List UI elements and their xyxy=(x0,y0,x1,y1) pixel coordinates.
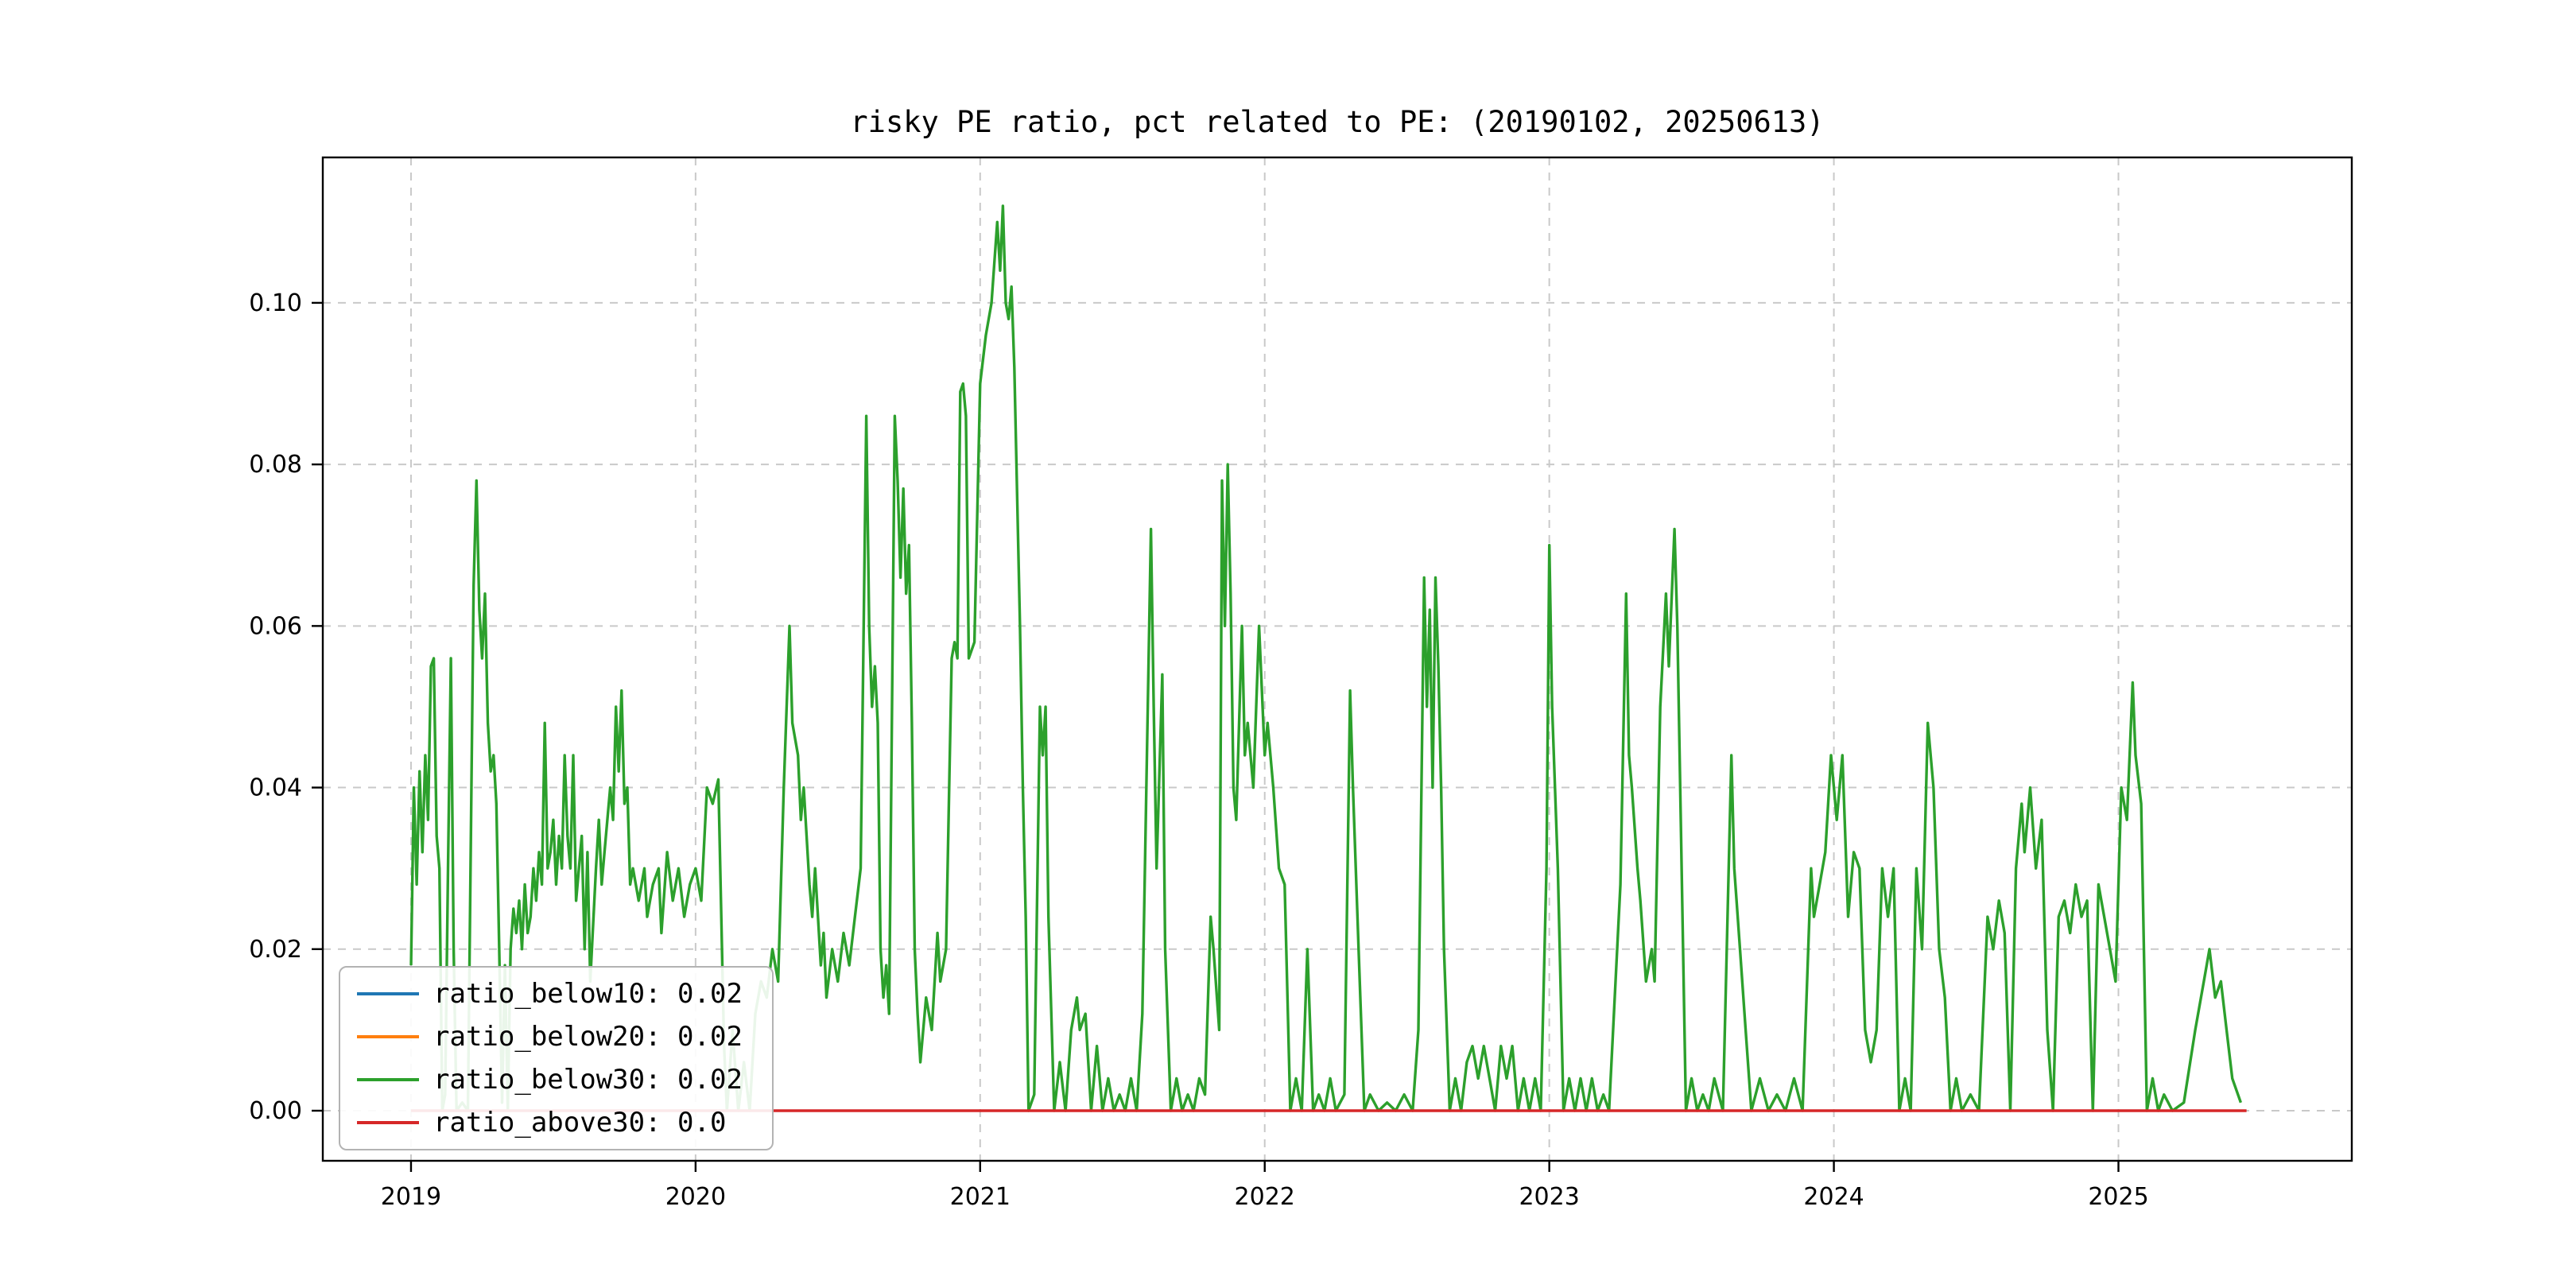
legend-label-1: ratio_below20: 0.02 xyxy=(433,1021,743,1053)
chart-title: risky PE ratio, pct related to PE: (2019… xyxy=(850,105,1825,139)
series-line-ratio_below30 xyxy=(409,204,2243,1112)
y-tick-label: 0.10 xyxy=(249,289,302,317)
legend-label-2: ratio_below30: 0.02 xyxy=(433,1064,743,1096)
x-tick-label: 2024 xyxy=(1803,1183,1864,1211)
axes-ticks: 2019 2020 2021 2022 2023 2024 2025 0.00 0.02 0.04… xyxy=(249,289,2148,1211)
legend-box: ratio_below10: 0.02 ratio_below20: 0.02 ra… xyxy=(339,966,774,1150)
x-tick-label: 2020 xyxy=(665,1183,726,1211)
y-tick-label: 0.02 xyxy=(249,936,302,964)
legend-label-0: ratio_below10: 0.02 xyxy=(433,978,743,1010)
y-tick-label: 0.08 xyxy=(249,451,302,479)
plot-frame xyxy=(321,156,2353,1162)
legend-label-3: ratio_above30: 0.0 xyxy=(433,1107,726,1139)
x-tick-label: 2025 xyxy=(2088,1183,2148,1211)
x-tick-label: 2023 xyxy=(1519,1183,1579,1211)
x-tick-label: 2022 xyxy=(1235,1183,1295,1211)
y-tick-label: 0.04 xyxy=(249,774,302,802)
y-tick-label: 0.00 xyxy=(249,1097,302,1125)
x-tick-label: 2019 xyxy=(381,1183,441,1211)
y-tick-label: 0.06 xyxy=(249,612,302,640)
x-tick-label: 2021 xyxy=(950,1183,1011,1211)
